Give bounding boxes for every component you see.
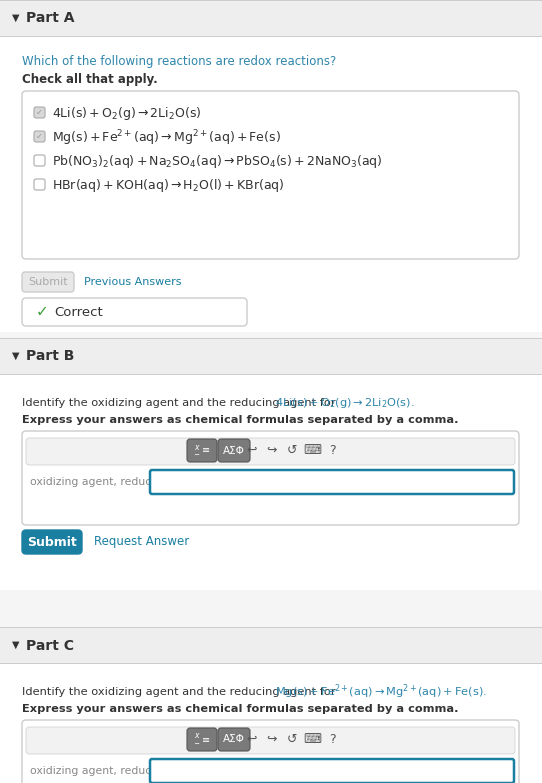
FancyBboxPatch shape <box>34 107 45 118</box>
Text: Express your answers as chemical formulas separated by a comma.: Express your answers as chemical formula… <box>22 415 459 425</box>
Text: ─: ─ <box>194 452 198 458</box>
FancyBboxPatch shape <box>218 728 250 751</box>
Text: ?: ? <box>328 444 335 457</box>
Bar <box>0 37 542 332</box>
Text: ─: ─ <box>194 741 198 747</box>
FancyBboxPatch shape <box>34 131 45 142</box>
FancyBboxPatch shape <box>22 272 74 292</box>
FancyBboxPatch shape <box>34 155 45 166</box>
Text: ≡: ≡ <box>202 734 210 745</box>
Bar <box>0 0 542 1</box>
Bar <box>0 663 542 664</box>
Text: $\mathdefault{4Li(s) + O_2(g) \rightarrow 2Li_2O(s)}$: $\mathdefault{4Li(s) + O_2(g) \rightarro… <box>52 106 202 122</box>
FancyBboxPatch shape <box>22 431 519 525</box>
Text: ↺: ↺ <box>287 444 297 457</box>
FancyBboxPatch shape <box>26 438 515 465</box>
FancyBboxPatch shape <box>22 91 519 259</box>
Text: Check all that apply.: Check all that apply. <box>22 74 158 86</box>
Text: Part B: Part B <box>26 349 74 363</box>
Text: $\mathdefault{4Li(s) + O_2(g) \rightarrow 2Li_2O(s)}$.: $\mathdefault{4Li(s) + O_2(g) \rightarro… <box>22 396 415 410</box>
Text: Identify the oxidizing agent and the reducing agent for: Identify the oxidizing agent and the red… <box>22 687 339 697</box>
FancyBboxPatch shape <box>150 470 514 494</box>
Text: ✓: ✓ <box>36 108 43 117</box>
Text: ⌨: ⌨ <box>303 444 321 457</box>
Bar <box>0 374 542 375</box>
Text: Identify the oxidizing agent and the reducing agent for: Identify the oxidizing agent and the red… <box>22 398 339 408</box>
Text: ΑΣΦ: ΑΣΦ <box>223 446 245 456</box>
Text: Submit: Submit <box>27 536 77 549</box>
Bar <box>0 1 542 36</box>
FancyBboxPatch shape <box>26 727 515 754</box>
Text: ΑΣΦ: ΑΣΦ <box>223 734 245 745</box>
Text: ↩: ↩ <box>247 444 257 457</box>
FancyBboxPatch shape <box>22 720 519 783</box>
FancyBboxPatch shape <box>187 728 217 751</box>
Text: ?: ? <box>328 733 335 746</box>
Text: ↺: ↺ <box>287 733 297 746</box>
Text: ⌨: ⌨ <box>303 733 321 746</box>
Text: ≡: ≡ <box>202 446 210 456</box>
Text: x: x <box>193 731 198 741</box>
Text: $\mathdefault{HBr(aq) + KOH(aq) \rightarrow H_2O(l) + KBr(aq)}$: $\mathdefault{HBr(aq) + KOH(aq) \rightar… <box>52 178 285 194</box>
Text: ✓: ✓ <box>36 132 43 141</box>
Text: ▼: ▼ <box>12 640 20 650</box>
Text: x: x <box>193 442 198 452</box>
Bar <box>0 339 542 374</box>
Text: ✓: ✓ <box>36 305 49 319</box>
Text: ▼: ▼ <box>12 351 20 361</box>
Text: Submit: Submit <box>28 277 68 287</box>
FancyBboxPatch shape <box>150 759 514 783</box>
Text: ↪: ↪ <box>267 444 278 457</box>
Bar <box>0 375 542 590</box>
Bar <box>0 338 542 339</box>
Bar <box>0 36 542 37</box>
Text: Part C: Part C <box>26 638 74 652</box>
Text: Express your answers as chemical formulas separated by a comma.: Express your answers as chemical formula… <box>22 704 459 714</box>
Text: Part A: Part A <box>26 12 74 26</box>
FancyBboxPatch shape <box>34 179 45 190</box>
FancyBboxPatch shape <box>218 439 250 462</box>
FancyBboxPatch shape <box>187 439 217 462</box>
Bar <box>0 628 542 663</box>
Bar <box>0 627 542 628</box>
FancyBboxPatch shape <box>22 298 247 326</box>
Text: oxidizing agent, reducing agent: oxidizing agent, reducing agent <box>30 766 203 776</box>
Text: ▼: ▼ <box>12 13 20 23</box>
Text: Correct: Correct <box>54 305 103 319</box>
Text: Previous Answers: Previous Answers <box>84 277 182 287</box>
Text: oxidizing agent, reducing agent: oxidizing agent, reducing agent <box>30 477 203 487</box>
Text: $\mathdefault{Mg(s) + Fe^{2+}(aq) \rightarrow Mg^{2+}(aq) + Fe(s)}$: $\mathdefault{Mg(s) + Fe^{2+}(aq) \right… <box>52 128 281 148</box>
FancyBboxPatch shape <box>22 530 82 554</box>
Bar <box>0 664 542 783</box>
Text: $\mathdefault{Mg(s) + Fe^{2+}(aq) \rightarrow Mg^{2+}(aq) + Fe(s)}$.: $\mathdefault{Mg(s) + Fe^{2+}(aq) \right… <box>22 683 487 702</box>
Text: Which of the following reactions are redox reactions?: Which of the following reactions are red… <box>22 56 336 68</box>
Text: ↪: ↪ <box>267 733 278 746</box>
Text: ↩: ↩ <box>247 733 257 746</box>
Text: $\mathdefault{Pb(NO_3)_2(aq) + Na_2SO_4(aq) \rightarrow PbSO_4(s) + 2NaNO_3(aq)}: $\mathdefault{Pb(NO_3)_2(aq) + Na_2SO_4(… <box>52 153 383 171</box>
Text: Request Answer: Request Answer <box>94 536 189 549</box>
